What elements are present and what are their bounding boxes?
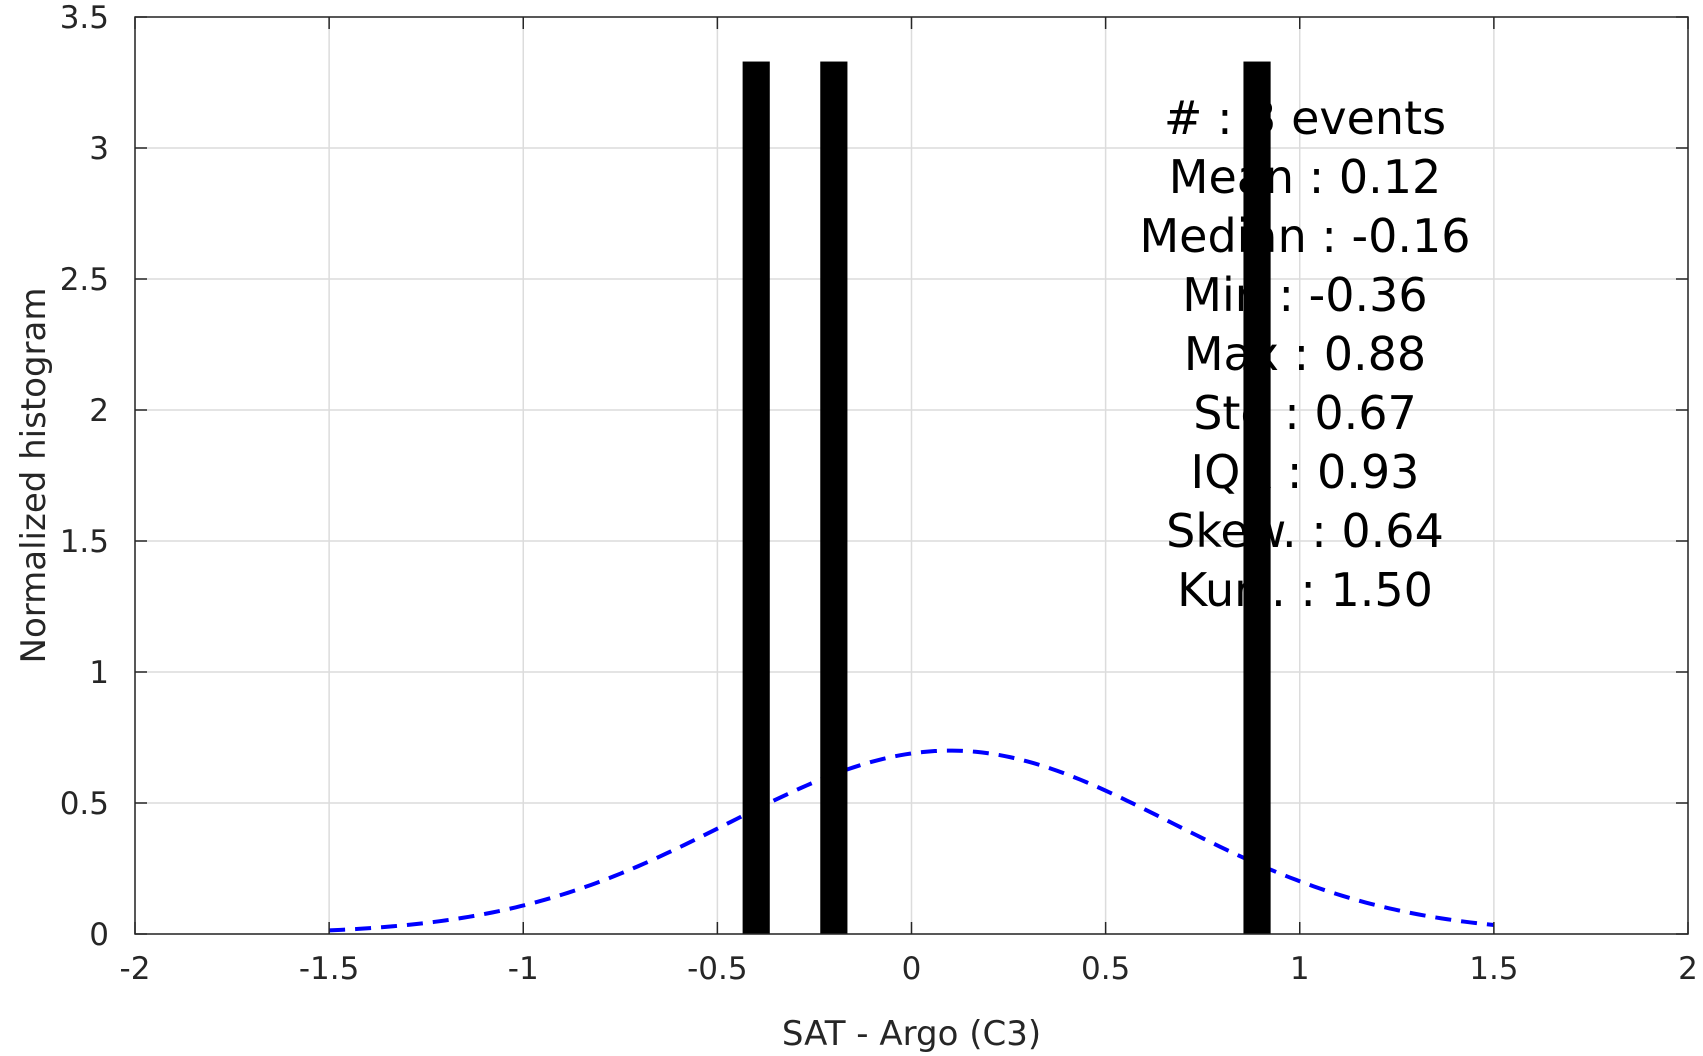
stats-line: Skew. : 0.64 [1166,504,1444,558]
y-tick-label: 3.5 [60,0,109,36]
stats-line: Std : 0.67 [1193,386,1417,440]
stats-line: IQR : 0.93 [1191,445,1420,499]
y-tick-label: 3 [89,131,109,167]
y-tick-label: 0.5 [60,786,109,822]
x-tick-label: -1 [508,951,539,987]
y-tick-label: 2 [89,393,109,429]
normal-fit-curve [329,748,1495,933]
histogram-bar [742,61,770,935]
x-tick-label: 2 [1678,951,1698,987]
x-tick-label: -2 [120,951,151,987]
y-axis-label: Normalized histogram [14,288,54,664]
stats-line: Median : -0.16 [1139,209,1470,263]
x-axis-label: SAT - Argo (C3) [782,1014,1041,1054]
histogram-bar [820,61,848,935]
y-tick-label: 1.5 [60,524,109,560]
y-tick-labels: 0 0.5 1 1.5 2 2.5 3 3.5 [60,0,109,953]
x-tick-label: 1.5 [1469,951,1518,987]
x-tick-label: -1.5 [299,951,360,987]
stats-line: Min : -0.36 [1182,268,1427,322]
x-tick-label: -0.5 [687,951,748,987]
axis-ticks [134,16,1689,935]
x-tick-labels: -2 -1.5 -1 -0.5 0 0.5 1 1.5 2 [120,951,1698,987]
y-tick-label: 2.5 [60,262,109,298]
x-tick-label: 0 [902,951,922,987]
y-tick-label: 0 [89,917,109,953]
y-tick-label: 1 [89,655,109,691]
stats-line: # : 3 events [1164,91,1446,145]
grid-lines [134,16,1689,935]
stats-line: Max : 0.88 [1184,327,1426,381]
histogram-bars [742,61,1271,935]
stats-line: Kurt. : 1.50 [1177,563,1433,617]
x-tick-label: 1 [1290,951,1310,987]
histogram-bar [1243,61,1271,935]
stats-line: Mean : 0.12 [1169,150,1442,204]
x-tick-label: 0.5 [1081,951,1130,987]
